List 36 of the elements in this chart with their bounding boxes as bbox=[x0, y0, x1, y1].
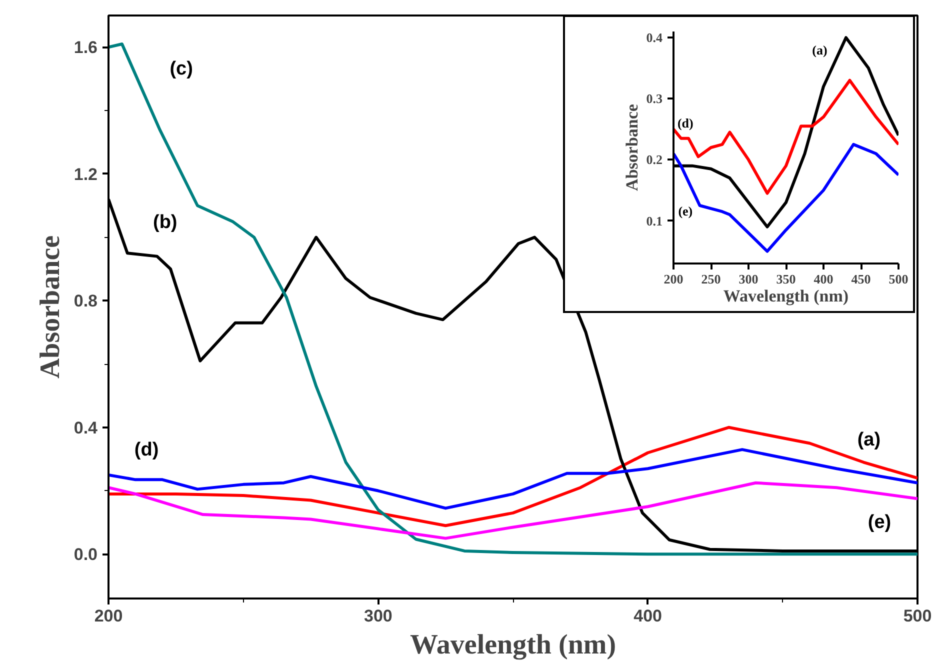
x-tick-label: 350 bbox=[776, 272, 796, 286]
y-tick-label: 1.2 bbox=[74, 164, 98, 184]
series-label: (d) bbox=[677, 116, 694, 131]
y-tick-label: 0.4 bbox=[646, 30, 663, 46]
x-tick-label: 450 bbox=[851, 272, 871, 286]
x-tick-label: 200 bbox=[94, 606, 123, 626]
series-label: (a) bbox=[857, 429, 881, 450]
x-tick-label: 300 bbox=[364, 606, 392, 626]
x-tick-label: 300 bbox=[738, 272, 758, 286]
line-series bbox=[674, 78, 898, 195]
y-tick-label: 0.8 bbox=[74, 292, 98, 311]
y-tick-label: 0.0 bbox=[74, 545, 98, 564]
y-tick-label: 0.1 bbox=[646, 213, 662, 228]
line-series bbox=[108, 42, 918, 556]
x-tick-label: 250 bbox=[701, 272, 721, 286]
y-tick-label: 1.6 bbox=[74, 38, 98, 58]
series-label: (b) bbox=[153, 212, 178, 233]
x-axis-title: Wavelength (nm) bbox=[723, 286, 849, 306]
y-tick-label: 0.4 bbox=[74, 418, 98, 438]
x-tick-label: 500 bbox=[903, 606, 932, 626]
line-series bbox=[674, 142, 898, 253]
series-label: (e) bbox=[678, 204, 693, 219]
x-axis-title: Wavelength (nm) bbox=[410, 630, 616, 660]
y-tick-label: 0.3 bbox=[646, 91, 663, 106]
line-series bbox=[108, 481, 918, 540]
x-tick-label: 400 bbox=[634, 606, 662, 626]
x-tick-label: 500 bbox=[888, 272, 908, 286]
y-axis-title: Absorbance bbox=[622, 104, 642, 191]
series-label: (e) bbox=[868, 512, 892, 534]
series-label: (d) bbox=[134, 439, 159, 460]
series-label: (a) bbox=[812, 42, 828, 58]
y-tick-label: 0.2 bbox=[646, 152, 662, 168]
series-label: (c) bbox=[170, 58, 193, 80]
y-axis-title: Absorbance bbox=[34, 235, 66, 379]
x-tick-label: 200 bbox=[664, 272, 684, 286]
x-tick-label: 400 bbox=[814, 272, 834, 286]
